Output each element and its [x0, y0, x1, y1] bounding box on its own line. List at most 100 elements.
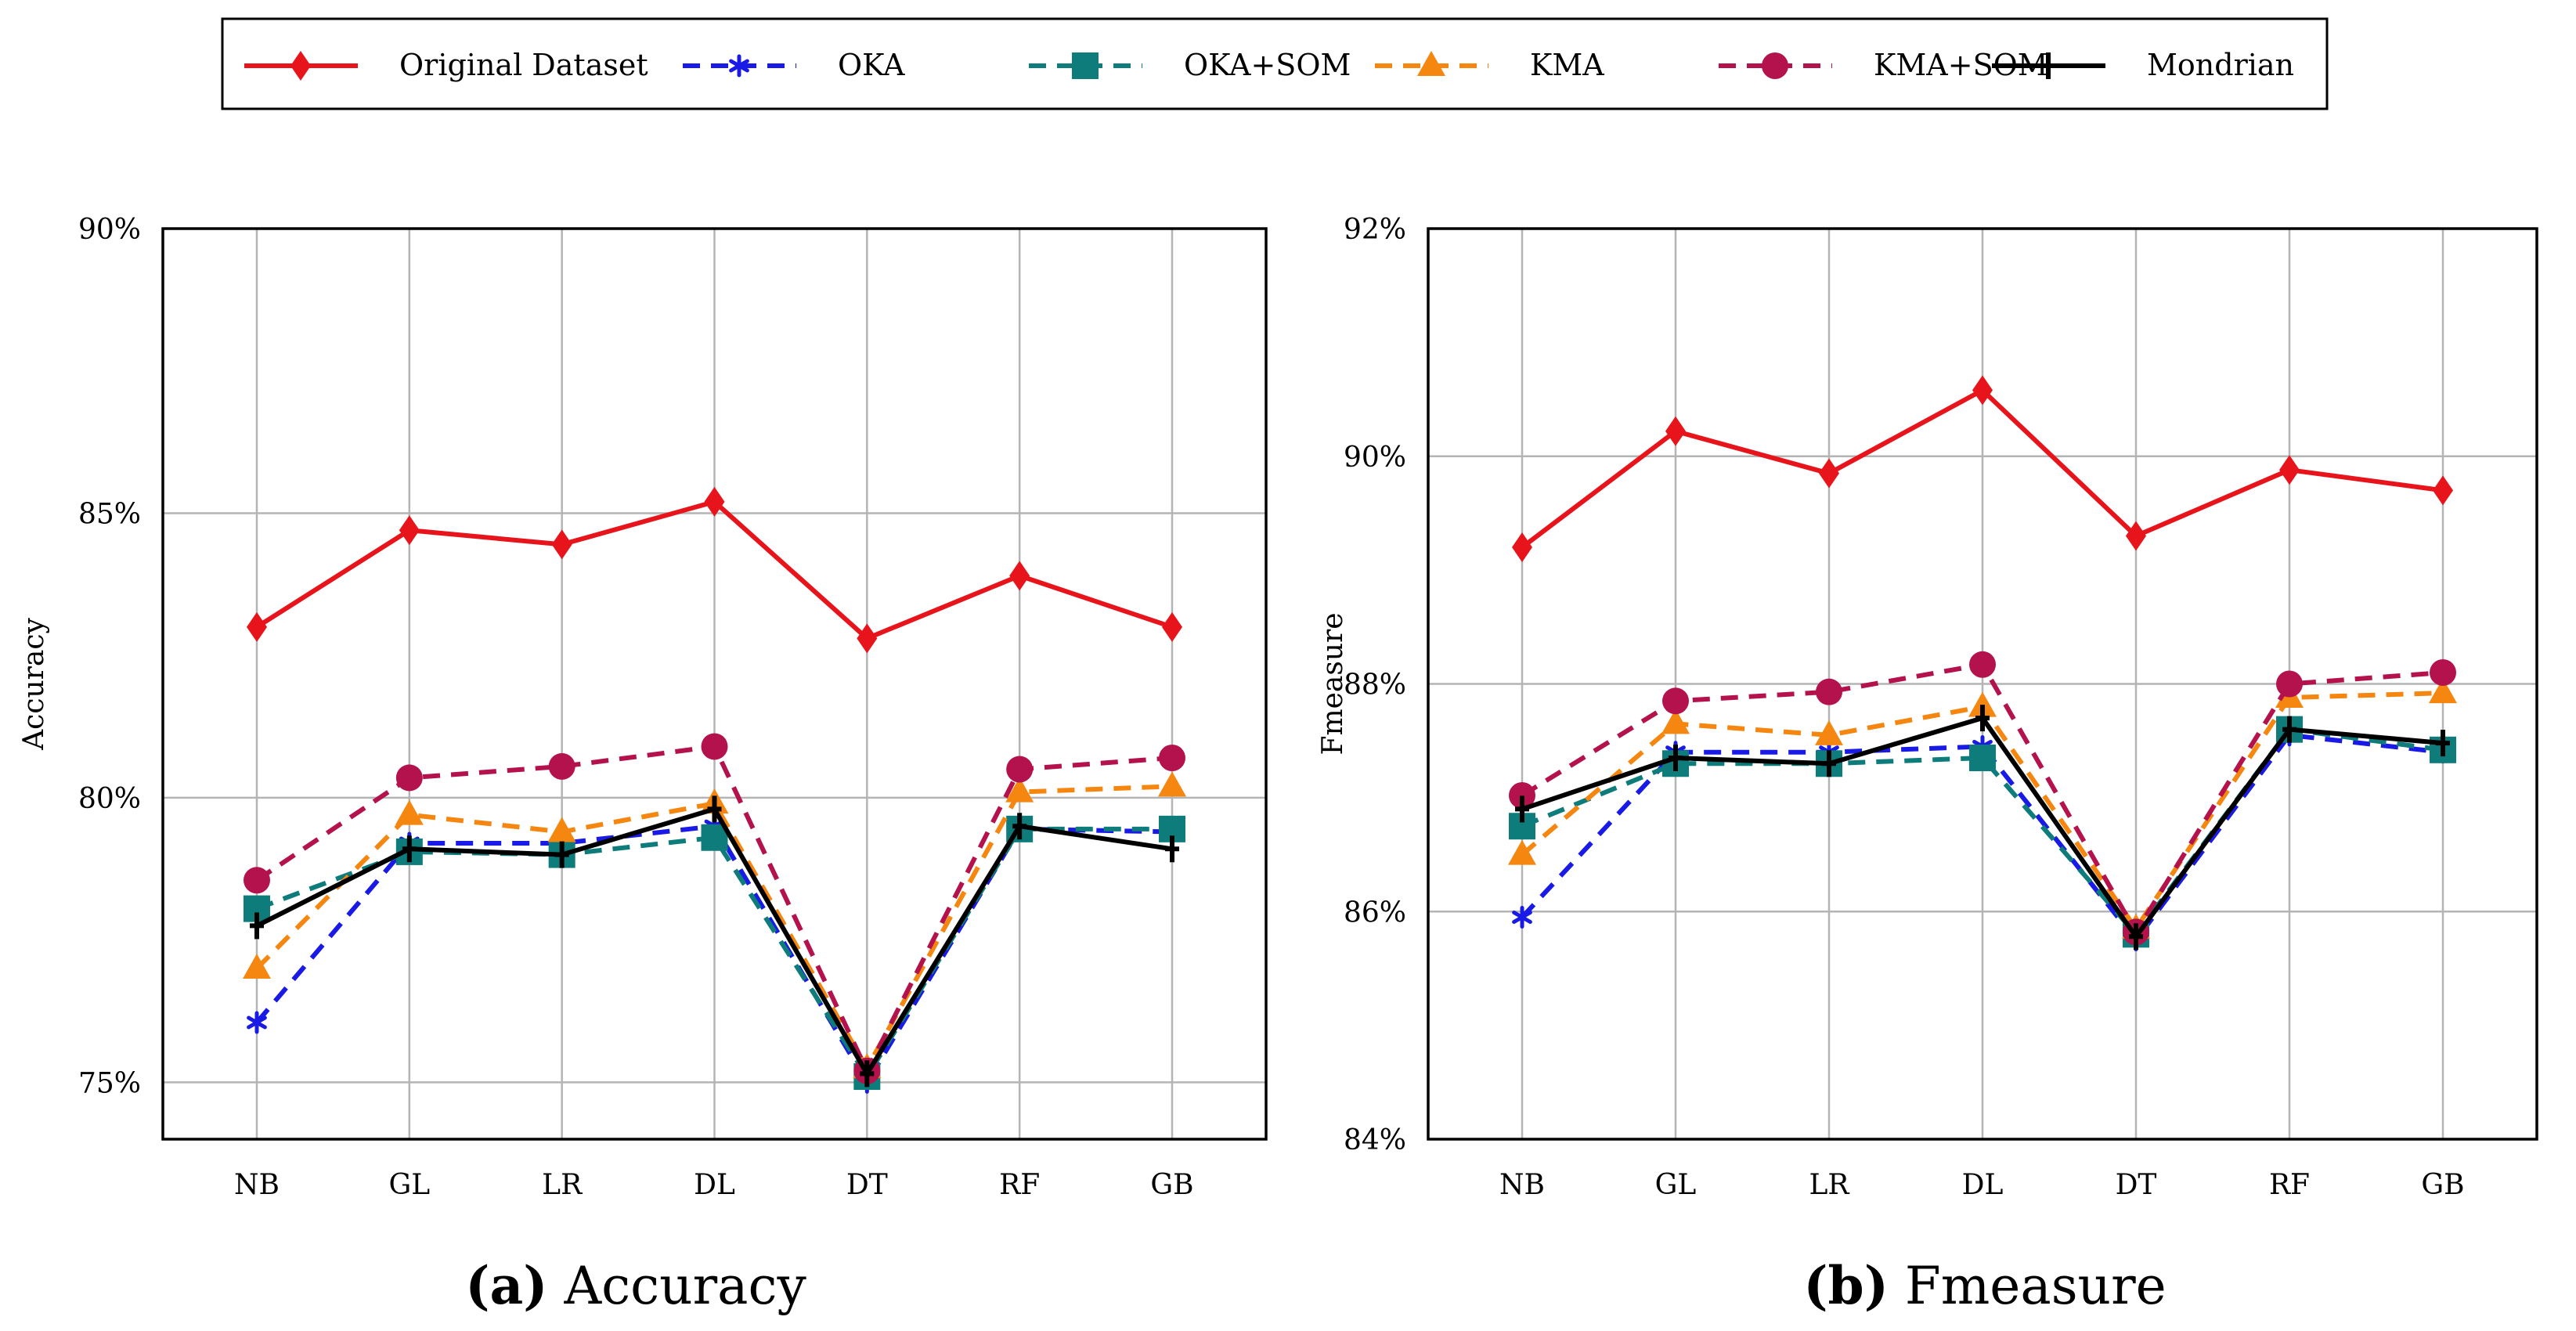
grid	[163, 227, 1266, 1139]
data-point	[2282, 716, 2296, 743]
y-axis-label: Accuracy	[18, 618, 50, 751]
space	[548, 1256, 565, 1316]
y-tick-label: 90%	[1344, 442, 1406, 474]
legend-marker-oka-plus-som	[1072, 52, 1099, 79]
data-point	[1661, 709, 1690, 734]
x-tick-label: DT	[2116, 1169, 2157, 1201]
data-point	[243, 953, 271, 979]
data-point	[2276, 670, 2303, 698]
y-tick-label: 84%	[1344, 1124, 1406, 1156]
x-tick-label: GL	[388, 1169, 430, 1201]
panel-label: (a)	[465, 1255, 547, 1316]
data-point	[1005, 777, 1034, 803]
legend-marker-oka	[729, 54, 749, 78]
data-point	[2430, 658, 2456, 686]
legend-entry-kma: KMA	[1375, 48, 1604, 82]
data-point	[1822, 750, 1836, 777]
data-point	[1162, 611, 1182, 642]
panel-label: (b)	[1803, 1255, 1889, 1316]
x-tick-label: NB	[234, 1169, 280, 1201]
y-tick-label: 86%	[1344, 896, 1406, 929]
series-mondrian	[1515, 705, 2450, 950]
data-point	[1509, 781, 1535, 809]
series-original-dataset	[247, 486, 1182, 654]
data-point	[2429, 678, 2457, 704]
plot-frame	[161, 227, 1268, 1141]
data-point	[247, 1011, 267, 1034]
x-tick-label: NB	[1499, 1169, 1545, 1201]
y-tick-label: 88%	[1344, 669, 1406, 702]
legend-entry-oka-plus-som: OKA+SOM	[1029, 48, 1351, 82]
data-point	[1662, 687, 1689, 715]
data-point	[244, 867, 270, 894]
y-tick-label: 90%	[78, 214, 141, 246]
legend-box	[221, 17, 2329, 110]
fmeasure-chart-panel: 84%86%88%90%92%NB GL LR DL DT RF GBFmeasure(b)…	[1317, 214, 2538, 1316]
data-point	[1012, 813, 1027, 840]
data-point	[1815, 720, 1843, 745]
x-tick-label: RF	[2269, 1169, 2310, 1201]
data-point	[551, 529, 572, 560]
legend-label: OKA+SOM	[1184, 48, 1351, 82]
data-point	[1165, 835, 1179, 863]
data-point	[1669, 744, 1683, 771]
x-tick-label: GB	[2421, 1169, 2464, 1201]
x-tick-label: LR	[542, 1169, 583, 1201]
data-point	[701, 733, 728, 760]
data-point	[1975, 705, 1990, 732]
legend-label: OKA	[838, 48, 905, 82]
legend-marker-kma	[1417, 51, 1445, 76]
legend-entry-original-dataset: Original Dataset	[244, 48, 648, 82]
legend-marker-mondrian	[2041, 52, 2055, 79]
x-tick-label: GL	[1655, 1169, 1697, 1201]
data-point	[1009, 561, 1030, 591]
panel-caption: (b) Fmeasure	[1803, 1255, 2166, 1316]
data-point	[1819, 458, 1839, 489]
series-original-dataset	[1512, 375, 2453, 563]
data-point	[1512, 532, 1532, 563]
data-point	[399, 515, 420, 546]
data-point	[1006, 756, 1034, 783]
data-point	[1158, 771, 1186, 797]
y-tick-label: 85%	[78, 498, 141, 530]
data-point	[1969, 744, 1996, 771]
legend-label: KMA	[1530, 48, 1604, 82]
data-point	[395, 764, 423, 792]
data-point	[402, 835, 417, 863]
series-mondrian	[250, 795, 1179, 1088]
legend: Original Dataset OKA OKA+SOM KMA KMA+SOM Mond…	[221, 17, 2329, 110]
data-point	[704, 486, 725, 517]
data-point	[1968, 691, 1997, 717]
data-point	[250, 912, 264, 940]
data-point	[2433, 475, 2453, 506]
data-point	[2126, 521, 2146, 551]
panel-caption: (a) Accuracy	[465, 1255, 806, 1316]
legend-label: Original Dataset	[399, 48, 648, 82]
data-point	[548, 752, 575, 780]
panel-title: Accuracy	[563, 1256, 806, 1316]
data-point	[1159, 744, 1185, 771]
data-point	[857, 623, 878, 654]
legend-entry-oka: OKA	[683, 48, 905, 82]
data-point	[2279, 455, 2300, 485]
x-tick-label: DL	[694, 1169, 735, 1201]
data-point	[2436, 730, 2450, 757]
y-tick-label: 92%	[1344, 214, 1406, 246]
x-tick-label: DL	[1962, 1169, 2004, 1201]
x-tick-label: GB	[1150, 1169, 1193, 1201]
grid	[1428, 227, 2537, 1141]
data-point	[247, 611, 267, 642]
legend-marker-kma-plus-som	[1762, 52, 1788, 79]
x-tick-label: RF	[999, 1169, 1040, 1201]
data-point	[1508, 839, 1536, 865]
space	[1889, 1256, 1905, 1316]
data-point	[547, 817, 576, 842]
plot-frame	[1427, 227, 2538, 1141]
data-point	[395, 799, 424, 825]
data-point	[554, 841, 569, 868]
legend-marker-original-dataset	[290, 51, 311, 81]
data-point	[1665, 416, 1686, 446]
x-tick-label: DT	[846, 1169, 888, 1201]
